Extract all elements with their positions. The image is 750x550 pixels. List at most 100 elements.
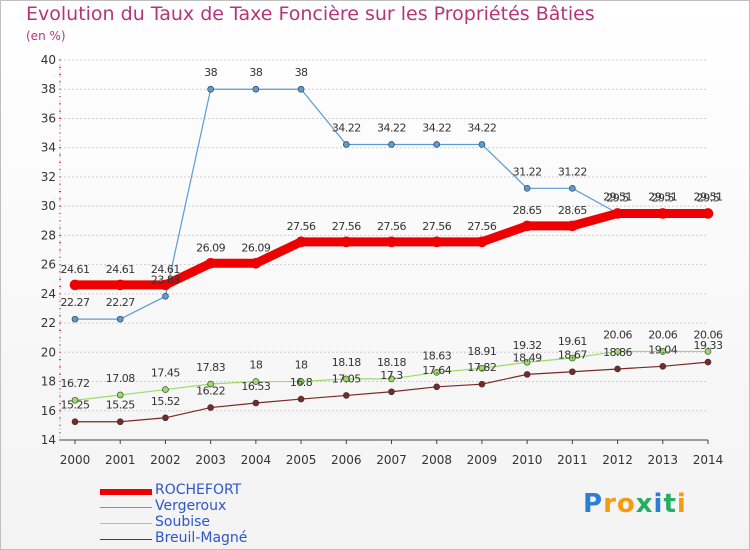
data-point-breuil-magn- — [659, 363, 667, 370]
data-label-breuil-magn-: 17.64 — [422, 364, 451, 377]
data-point-rochefort — [567, 220, 578, 232]
data-label-rochefort: 26.09 — [241, 241, 270, 254]
x-tick-label: 2003 — [195, 453, 226, 467]
data-label-breuil-magn-: 17.3 — [380, 369, 403, 382]
x-tick-label: 2000 — [60, 453, 91, 467]
data-point-soubise — [659, 348, 667, 355]
legend-swatch-soubise — [100, 523, 152, 524]
y-tick-label: 24 — [41, 287, 56, 301]
data-label-soubise: 17.08 — [106, 372, 135, 385]
legend-label-soubise: Soubise — [155, 514, 211, 530]
data-label-vergeroux: 38 — [249, 66, 262, 79]
data-point-breuil-magn- — [116, 418, 124, 426]
data-point-vergeroux — [569, 185, 576, 192]
y-tick-label: 34 — [41, 141, 56, 155]
data-point-vergeroux — [207, 85, 214, 93]
logo-letter: x — [635, 489, 654, 519]
data-point-breuil-magn- — [614, 365, 621, 373]
y-tick-label: 30 — [41, 199, 56, 213]
legend-label-rochefort: ROCHEFORT — [155, 482, 242, 498]
data-label-breuil-magn-: 15.52 — [151, 395, 180, 408]
data-point-soubise — [207, 380, 214, 388]
data-point-vergeroux — [252, 85, 260, 93]
data-label-soubise: 20.06 — [648, 328, 677, 341]
x-tick-label: 2004 — [241, 453, 272, 467]
data-point-rochefort — [476, 236, 488, 248]
data-label-vergeroux: 34.22 — [332, 121, 361, 134]
data-label-rochefort: 29.5 — [606, 191, 629, 204]
data-point-soubise — [71, 396, 79, 404]
x-tick-label: 2001 — [105, 453, 136, 467]
data-label-vergeroux: 23.83 — [151, 273, 180, 286]
data-point-rochefort — [657, 208, 669, 219]
data-point-breuil-magn- — [252, 399, 260, 407]
data-point-breuil-magn- — [162, 414, 169, 422]
data-label-vergeroux: 31.22 — [513, 165, 542, 178]
data-label-vergeroux: 34.22 — [377, 121, 406, 134]
data-point-vergeroux — [116, 315, 124, 323]
legend-swatch-vergeroux — [100, 507, 152, 508]
data-point-soubise — [433, 369, 441, 376]
logo-letter: P — [583, 489, 604, 519]
x-tick-label: 2014 — [693, 453, 724, 467]
data-label-soubise: 18.91 — [467, 345, 496, 358]
data-label-vergeroux: 31.22 — [558, 165, 587, 178]
data-label-vergeroux: 34.22 — [467, 121, 496, 134]
data-point-rochefort — [521, 220, 533, 232]
data-label-breuil-magn-: 16.53 — [241, 380, 270, 393]
data-point-breuil-magn- — [569, 368, 576, 376]
data-label-breuil-magn-: 16.22 — [196, 385, 225, 398]
data-point-soubise — [704, 348, 712, 355]
data-point-breuil-magn- — [478, 380, 486, 388]
data-point-breuil-magn- — [704, 358, 712, 366]
x-tick-label: 2013 — [648, 453, 679, 467]
legend-swatch-rochefort — [100, 489, 152, 495]
data-label-breuil-magn-: 17.05 — [332, 372, 361, 385]
data-label-vergeroux: 29.51 — [603, 190, 632, 203]
y-tick-label: 28 — [41, 228, 56, 242]
data-point-rochefort — [295, 236, 307, 248]
data-label-soubise: 19.61 — [558, 335, 587, 348]
data-label-rochefort: 24.61 — [151, 263, 180, 276]
data-label-breuil-magn-: 19.33 — [694, 339, 723, 352]
data-point-breuil-magn- — [297, 395, 305, 403]
data-label-soubise: 18.18 — [377, 356, 406, 369]
data-point-breuil-magn- — [433, 383, 441, 391]
chart-title: Evolution du Taux de Taxe Foncière sur l… — [26, 3, 595, 25]
y-tick-label: 16 — [41, 404, 56, 418]
x-tick-label: 2007 — [376, 453, 407, 467]
data-label-rochefort: 27.56 — [467, 220, 496, 233]
data-label-vergeroux: 34.22 — [422, 121, 451, 134]
proxiti-logo: Proxiti — [583, 489, 687, 519]
data-label-soubise: 18.18 — [332, 356, 361, 369]
data-label-soubise: 16.72 — [61, 377, 90, 390]
data-label-rochefort: 24.61 — [106, 263, 135, 276]
data-label-breuil-magn-: 17.82 — [467, 361, 496, 374]
data-label-rochefort: 29.5 — [697, 191, 720, 204]
data-label-breuil-magn-: 18.86 — [603, 346, 632, 359]
data-point-rochefort — [431, 236, 443, 248]
data-label-rochefort: 27.56 — [287, 220, 316, 233]
data-label-rochefort: 26.09 — [196, 241, 225, 254]
data-point-vergeroux — [342, 141, 350, 148]
y-tick-label: 18 — [41, 375, 56, 389]
chart-subtitle: (en %) — [26, 29, 66, 43]
data-label-vergeroux: 38 — [295, 66, 308, 79]
data-label-soubise: 20.06 — [603, 328, 632, 341]
data-label-vergeroux: 38 — [204, 66, 217, 79]
data-point-breuil-magn- — [388, 388, 395, 396]
data-label-soubise: 20.06 — [694, 328, 723, 341]
data-point-rochefort — [160, 279, 171, 291]
x-tick-label: 2006 — [331, 453, 362, 467]
data-label-vergeroux: 29.51 — [648, 190, 677, 203]
data-label-breuil-magn-: 18.67 — [558, 349, 587, 362]
data-point-rochefort — [69, 279, 81, 291]
y-tick-label: 20 — [41, 345, 56, 359]
data-point-rochefort — [386, 236, 397, 248]
data-label-soubise: 18.63 — [422, 349, 451, 362]
data-point-soubise — [614, 348, 621, 355]
x-tick-label: 2002 — [150, 453, 181, 467]
data-label-breuil-magn-: 19.04 — [648, 343, 677, 356]
logo-letter: t — [663, 489, 677, 519]
